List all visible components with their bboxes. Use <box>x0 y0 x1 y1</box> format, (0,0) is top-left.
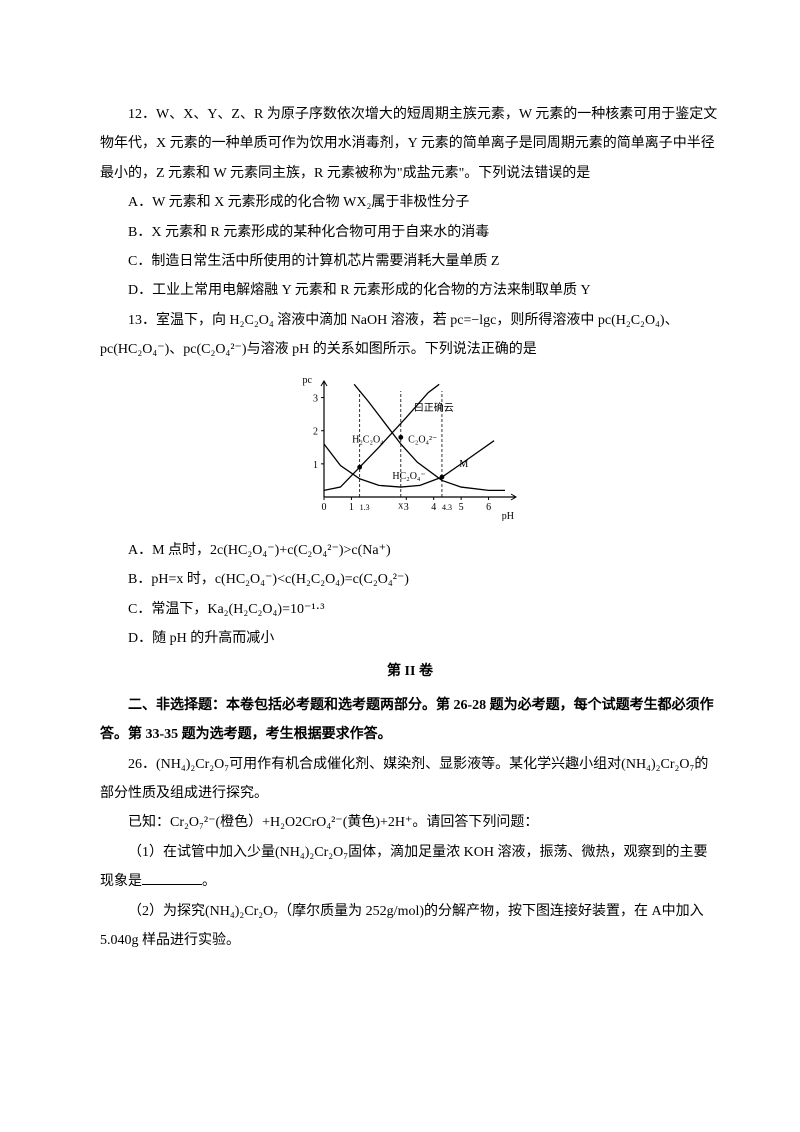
q13-chart: 1 2 3 0 1 3 4 5 6 1.3 4.3 H₂C₂O₄ C₂O₄²⁻ HC₂O₄⁻ 曰正确云 x Mp… <box>100 371 720 532</box>
part2-title: 第 II 卷 <box>100 657 720 686</box>
exam-page: 12．W、X、Y、Z、R 为原子序数依次增大的短周期主族元素，W 元素的一种核素… <box>0 0 800 1015</box>
q26-known: 已知：Cr₂O₇²⁻(橙色）+H₂O2CrO₄²⁻(黄色)+2H⁺。请回答下列问… <box>100 808 720 837</box>
q13-opt-c: C．常温下，Ka₂(H₂C₂O₄)=10⁻¹·³ <box>100 595 720 624</box>
q13-opt-d: D．随 pH 的升高而减小 <box>100 624 720 653</box>
q12-opt-c: C．制造日常生活中所使用的计算机芯片需要消耗大量单质 Z <box>100 247 720 276</box>
q26-stem: 26．(NH₄)₂Cr₂O₇可用作有机合成催化剂、媒染剂、显影液等。某化学兴趣小… <box>100 750 720 809</box>
svg-text:H₂C₂O₄: H₂C₂O₄ <box>352 434 384 445</box>
part2-intro: 二、非选择题：本卷包括必考题和选考题两部分。第 26-28 题为必考题，每个试题… <box>100 691 720 750</box>
svg-text:3: 3 <box>313 393 318 404</box>
svg-text:C₂O₄²⁻: C₂O₄²⁻ <box>408 434 437 445</box>
svg-text:1: 1 <box>313 459 318 470</box>
q12-opt-b: B．X 元素和 R 元素形成的某种化合物可用于自来水的消毒 <box>100 218 720 247</box>
svg-text:3: 3 <box>404 502 409 513</box>
svg-text:1.3: 1.3 <box>360 503 370 512</box>
svg-text:2: 2 <box>313 426 318 437</box>
q13-opt-b: B．pH=x 时，c(HC₂O₄⁻)<c(H₂C₂O₄)=c(C₂O₄²⁻) <box>100 565 720 594</box>
svg-text:4: 4 <box>431 502 436 513</box>
svg-text:6: 6 <box>486 502 491 513</box>
q12-stem: 12．W、X、Y、Z、R 为原子序数依次增大的短周期主族元素，W 元素的一种核素… <box>100 100 720 188</box>
svg-text:曰正确云: 曰正确云 <box>414 400 454 413</box>
q13-stem: 13．室温下，向 H₂C₂O₄ 溶液中滴加 NaOH 溶液，若 pc=−lgc，… <box>100 306 720 365</box>
svg-text:x: x <box>398 500 403 511</box>
q26-sub1: （1）在试管中加入少量(NH₄)₂Cr₂O₇固体，滴加足量浓 KOH 溶液，振荡… <box>100 838 720 897</box>
svg-text:5: 5 <box>459 502 464 513</box>
q26-sub1-text-b: 。 <box>202 874 216 889</box>
q12-opt-d: D．工业上常用电解熔融 Y 元素和 R 元素形成的化合物的方法来制取单质 Y <box>100 276 720 305</box>
svg-text:0: 0 <box>322 502 327 513</box>
svg-text:HC₂O₄⁻: HC₂O₄⁻ <box>392 470 425 481</box>
q26-sub2: （2）为探究(NH₄)₂Cr₂O₇（摩尔质量为 252g/mol)的分解产物，按… <box>100 897 720 956</box>
q12-opt-a: A．W 元素和 X 元素形成的化合物 WX₂属于非极性分子 <box>100 188 720 217</box>
svg-text:1: 1 <box>349 502 354 513</box>
svg-text:M: M <box>459 459 468 470</box>
svg-text:pH: pH <box>502 511 514 521</box>
svg-text:4.3: 4.3 <box>442 503 452 512</box>
blank-fill <box>142 870 202 885</box>
q13-opt-a: A．M 点时，2c(HC₂O₄⁻)+c(C₂O₄²⁻)>c(Na⁺) <box>100 536 720 565</box>
svg-text:pc: pc <box>303 375 313 386</box>
